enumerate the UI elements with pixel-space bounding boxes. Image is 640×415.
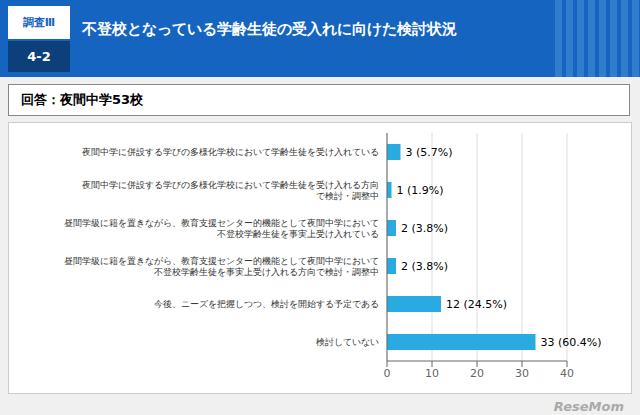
svg-text:昼間学級に籍を置きながら、教育支援センター的機能として夜間中: 昼間学級に籍を置きながら、教育支援センター的機能として夜間中学において不登校学齢… — [64, 218, 379, 239]
svg-text:昼間学級に籍を置きながら、教育支援センター的機能として夜間中: 昼間学級に籍を置きながら、教育支援センター的機能として夜間中学において不登校学齢… — [64, 256, 379, 277]
svg-text:10: 10 — [425, 367, 439, 380]
svg-text:3 (5.7%): 3 (5.7%) — [406, 146, 453, 159]
svg-text:2 (3.8%): 2 (3.8%) — [401, 260, 448, 273]
svg-text:2 (3.8%): 2 (3.8%) — [401, 222, 448, 235]
svg-text:40: 40 — [560, 367, 574, 380]
html-text:不登校となっている学齢生徒の受入れに向けた検討状況: 不登校となっている学齢生徒の受入れに向けた検討状況 — [82, 20, 457, 38]
svg-text:1 (1.9%): 1 (1.9%) — [397, 184, 444, 197]
svg-text:今後、ニーズを把握しつつ、検討を開始する予定である: 今後、ニーズを把握しつつ、検討を開始する予定である — [154, 299, 379, 309]
svg-text:33 (60.4%): 33 (60.4%) — [541, 336, 602, 349]
svg-text:20: 20 — [470, 367, 484, 380]
html-text:回答：夜間中学53校: 回答：夜間中学53校 — [21, 92, 144, 107]
svg-text:12 (24.5%): 12 (24.5%) — [446, 298, 507, 311]
svg-text:夜間中学に併設する学びの多様化学校において学齢生徒を受け入れ: 夜間中学に併設する学びの多様化学校において学齢生徒を受け入れている — [82, 147, 379, 157]
html-text:4-2: 4-2 — [27, 49, 51, 64]
html-text:ReseMom: ReseMom — [553, 399, 624, 414]
svg-text:30: 30 — [515, 367, 529, 380]
svg-text:0: 0 — [384, 367, 391, 380]
svg-text:検討していない: 検討していない — [316, 337, 379, 347]
svg-text:夜間中学に併設する学びの多様化学校において学齢生徒を受け入れ: 夜間中学に併設する学びの多様化学校において学齢生徒を受け入れる方向で検討・調整中 — [82, 180, 379, 201]
html-text:調査Ⅲ: 調査Ⅲ — [22, 16, 56, 29]
